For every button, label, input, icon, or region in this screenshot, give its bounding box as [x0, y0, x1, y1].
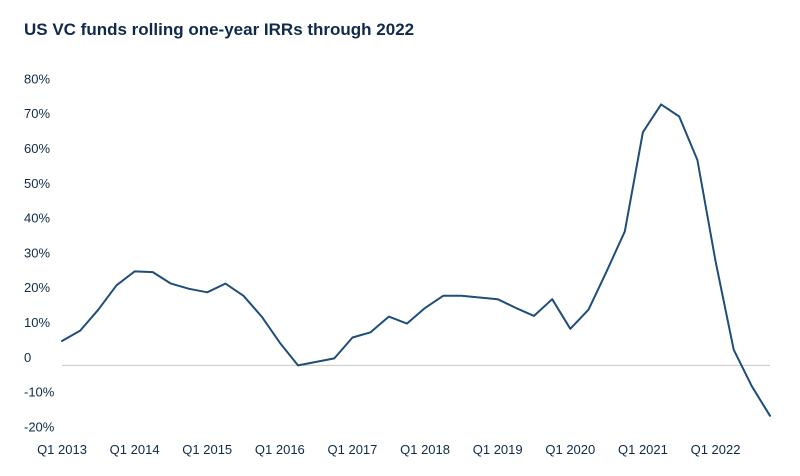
x-tick-label: Q1 2015: [182, 442, 232, 457]
y-tick-label: 50%: [24, 176, 50, 191]
series-group: [61, 103, 771, 417]
y-tick-label: 80%: [24, 71, 50, 86]
y-tick-label: 60%: [24, 141, 50, 156]
y-tick-label: 0: [24, 350, 31, 365]
x-tick-label: Q1 2016: [255, 442, 305, 457]
x-axis: Q1 2013 Q1 2014 Q1 2015 Q1 2016 Q1 2017 Q1 20…: [37, 442, 740, 457]
y-tick-label: 20%: [24, 280, 50, 295]
x-tick-label: Q1 2018: [400, 442, 450, 457]
series-line: [61, 103, 771, 417]
y-tick-label: 40%: [24, 211, 50, 226]
y-tick-label: 10%: [24, 315, 50, 330]
chart-title: US VC funds rolling one-year IRRs throug…: [24, 20, 415, 39]
y-tick-label: 30%: [24, 245, 50, 260]
y-tick-label: -10%: [24, 385, 55, 400]
x-tick-label: Q1 2019: [473, 442, 523, 457]
y-axis: -20% -10% 0 10% 20% 30% 40% 50% 60% 70% 80%: [24, 71, 55, 434]
x-tick-label: Q1 2022: [691, 442, 741, 457]
x-tick-label: Q1 2014: [110, 442, 160, 457]
x-tick-label: Q1 2020: [545, 442, 595, 457]
x-tick-label: Q1 2017: [328, 442, 378, 457]
x-tick-label: Q1 2021: [618, 442, 668, 457]
y-tick-label: 70%: [24, 106, 50, 121]
y-tick-label: -20%: [24, 419, 55, 434]
x-tick-label: Q1 2013: [37, 442, 87, 457]
